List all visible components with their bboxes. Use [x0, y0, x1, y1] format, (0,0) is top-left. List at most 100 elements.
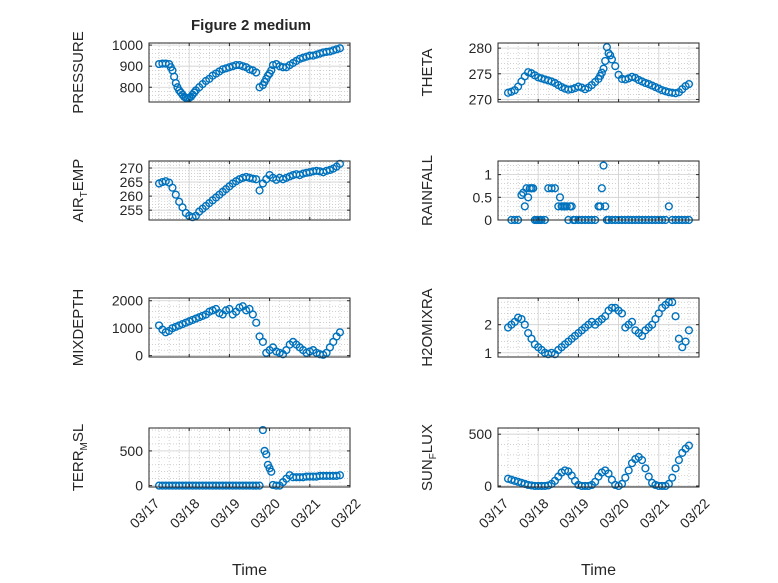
data-point	[684, 441, 694, 450]
data-point	[524, 193, 533, 202]
data-point	[272, 481, 281, 490]
y-tick-label: 1	[484, 167, 492, 183]
data-point	[252, 318, 261, 327]
subplot-rainfall: 0 0.5 1 RAINFALL	[419, 155, 700, 228]
data-point	[664, 298, 673, 307]
data-point	[604, 469, 613, 478]
data-point	[668, 298, 677, 307]
y-tick-label: 1000	[112, 37, 143, 53]
data-point	[627, 317, 637, 326]
axes-box	[497, 297, 700, 358]
data-point	[627, 72, 637, 81]
data-point	[668, 473, 677, 482]
data-point	[597, 184, 606, 193]
data-point	[544, 76, 553, 85]
data-point	[599, 64, 608, 73]
y-tick-label: 255	[120, 202, 144, 218]
data-point	[607, 55, 617, 64]
y-axis-label: RAINFALL	[419, 155, 436, 226]
y-tick-label: 500	[469, 426, 493, 442]
data-point	[520, 202, 529, 211]
data-point	[567, 202, 576, 211]
axes-box	[148, 160, 351, 221]
y-axis-label: PRESSURE	[70, 31, 87, 114]
x-axis-label: Time	[232, 562, 267, 579]
data-point	[503, 88, 513, 97]
data-point	[255, 481, 264, 490]
data-point	[171, 190, 180, 199]
data-series	[154, 159, 345, 222]
y-axis-label: TERRMSL	[70, 424, 90, 492]
data-point	[560, 466, 570, 475]
data-point	[168, 183, 177, 192]
data-point	[524, 68, 533, 77]
data-point	[644, 472, 653, 481]
y-tick-label: 275	[469, 66, 493, 82]
data-series	[154, 44, 345, 103]
data-point	[621, 473, 630, 482]
data-point	[562, 202, 571, 211]
data-point	[547, 184, 556, 193]
data-point	[604, 49, 613, 58]
data-point	[637, 455, 647, 465]
data-point	[550, 184, 560, 193]
y-tick-label: 900	[120, 58, 144, 74]
x-axis-label: Time	[581, 562, 616, 579]
data-point	[574, 82, 583, 91]
data-point	[601, 202, 610, 211]
data-point	[599, 161, 608, 170]
data-point	[267, 467, 276, 476]
y-tick-label: 270	[120, 160, 144, 176]
data-point	[248, 310, 257, 319]
data-point	[332, 471, 341, 480]
data-point	[190, 88, 199, 97]
y-tick-label: 500	[120, 443, 144, 459]
data-point	[606, 51, 615, 60]
axes-box	[148, 427, 351, 488]
y-tick-label: 0.5	[473, 189, 493, 205]
data-point	[621, 75, 630, 84]
data-point	[674, 455, 684, 465]
y-axis-label: MIXDEPTH	[70, 289, 87, 367]
y-tick-label: 0	[135, 478, 143, 494]
data-point	[262, 450, 271, 459]
data-point	[335, 44, 345, 53]
y-tick-label: 1	[484, 345, 492, 361]
data-point	[681, 337, 690, 346]
data-point	[641, 78, 650, 88]
data-point	[529, 184, 538, 193]
data-point	[674, 334, 684, 343]
y-tick-label: 0	[484, 478, 492, 494]
axes-box	[148, 297, 351, 358]
y-axis-label: AIRTEMP	[70, 159, 90, 223]
subplot-pressure: 800 900 1000 PRESSURE	[70, 31, 351, 114]
data-point	[252, 481, 261, 490]
data-point	[596, 202, 605, 211]
data-point	[267, 66, 276, 75]
subplot-mixdepth: 0 1000 2000 MIXDEPTH	[70, 289, 351, 367]
data-series	[503, 42, 694, 98]
data-point	[671, 464, 680, 473]
y-tick-label: 1000	[112, 320, 143, 336]
data-series	[154, 302, 345, 359]
data-series	[154, 425, 345, 490]
data-point	[671, 312, 680, 321]
data-series	[503, 298, 694, 359]
data-point	[671, 89, 680, 98]
data-point	[255, 186, 264, 195]
y-tick-label: 265	[120, 174, 144, 190]
data-point	[252, 175, 261, 184]
y-tick-label: 0	[484, 212, 492, 228]
data-point	[567, 85, 576, 94]
figure-title: Figure 2 medium	[191, 17, 311, 34]
data-point	[335, 328, 345, 337]
y-axis-label: H2OMIXRA	[419, 288, 436, 366]
subplot-theta: 270 275 280 THETA	[419, 40, 700, 107]
data-point	[611, 61, 620, 71]
axes-box	[497, 42, 700, 103]
data-point	[258, 337, 268, 347]
